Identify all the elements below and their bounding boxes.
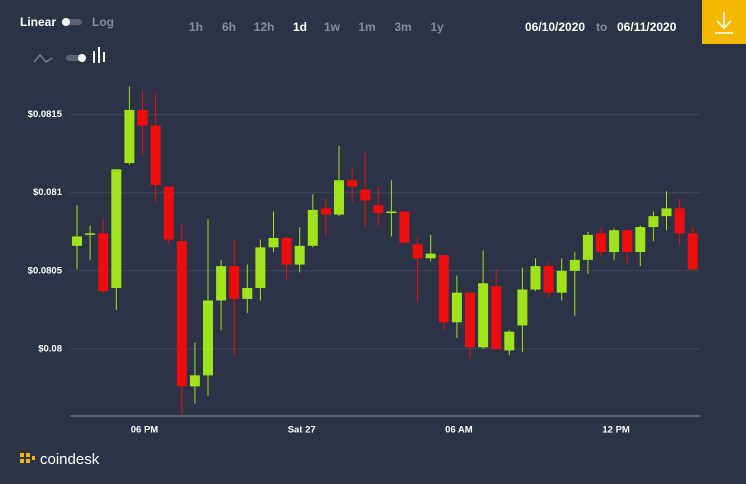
candle-body [386, 211, 397, 214]
candle-body [556, 270, 567, 293]
y-tick-label: $0.08 [38, 343, 62, 354]
candle-body [465, 292, 475, 348]
candle-body [687, 233, 698, 270]
candle-icon[interactable] [93, 47, 105, 63]
candle-body [347, 180, 358, 187]
date-separator: to [596, 20, 607, 34]
candle-body [530, 266, 541, 290]
logo-mark [20, 453, 35, 463]
timeframes: 1h 6h 12h 1d 1w 1m 3m 1y [189, 20, 444, 34]
scale-toggle-knob [62, 18, 70, 26]
candle-body [85, 233, 96, 235]
candle-body [307, 209, 318, 246]
candle-body [72, 236, 82, 246]
candle-body [268, 238, 279, 248]
candle-body [425, 253, 436, 259]
candle-body [622, 230, 633, 253]
date-to[interactable]: 06/11/2020 [617, 20, 677, 34]
timeframe-button[interactable]: 6h [222, 20, 236, 34]
candle-body [491, 286, 502, 349]
timeframe-button[interactable]: 3m [394, 20, 411, 34]
x-tick-label: Sat 27 [288, 425, 316, 436]
candle-body [596, 233, 606, 253]
timeframe-button[interactable]: 1y [430, 20, 444, 34]
candle-body [569, 259, 580, 271]
candle-body [320, 208, 331, 215]
timeframe-button[interactable]: 1w [324, 20, 341, 34]
candle-body [229, 266, 240, 299]
candle-body [216, 266, 227, 301]
candle-body [163, 186, 174, 240]
candle-body [242, 287, 253, 299]
candle-body [334, 180, 344, 215]
candle-body [189, 375, 200, 387]
candle-body [111, 169, 122, 288]
candle-body [399, 211, 410, 243]
y-tick-label: $0.0815 [28, 109, 63, 120]
line-icon[interactable] [33, 54, 53, 63]
candle-body [451, 292, 462, 323]
candle-body [582, 234, 593, 260]
candle-body [137, 109, 148, 126]
candle-body [98, 233, 109, 292]
x-tick-label: 06 PM [131, 425, 159, 436]
x-tick-label: 12 PM [602, 425, 630, 436]
candle-body [294, 245, 305, 265]
candle-body [661, 208, 672, 217]
timeframe-button[interactable]: 1d [293, 20, 307, 34]
candle-body [674, 208, 685, 234]
date-from[interactable]: 06/10/2020 [525, 20, 585, 34]
candle-body [176, 241, 187, 387]
candle-body [635, 227, 646, 253]
candle-body [478, 283, 489, 348]
candle-body [124, 109, 135, 164]
x-tick-label: 06 AM [445, 425, 473, 436]
timeframe-button[interactable]: 12h [254, 20, 275, 34]
candle-body [517, 289, 528, 326]
candle-body [203, 300, 213, 376]
brand: coindesk [40, 451, 100, 468]
candle-body [281, 238, 292, 265]
timeframe-button[interactable]: 1h [189, 20, 203, 34]
scale-linear[interactable]: Linear [20, 15, 56, 29]
scale-log[interactable]: Log [92, 15, 114, 29]
chart-type-knob [78, 54, 86, 62]
candle-body [360, 189, 371, 201]
candle-body [504, 331, 515, 351]
candle-body [438, 255, 449, 323]
candle-body [255, 247, 266, 288]
candle-body [412, 244, 423, 259]
y-tick-label: $0.0805 [28, 265, 63, 276]
download-icon [715, 12, 733, 34]
y-tick-label: $0.081 [33, 187, 63, 198]
candle-body [373, 205, 384, 214]
candle-body [648, 216, 659, 228]
candle-body [609, 230, 620, 253]
timeframe-button[interactable]: 1m [358, 20, 375, 34]
candle-body [150, 125, 161, 185]
candle-body [543, 266, 554, 293]
